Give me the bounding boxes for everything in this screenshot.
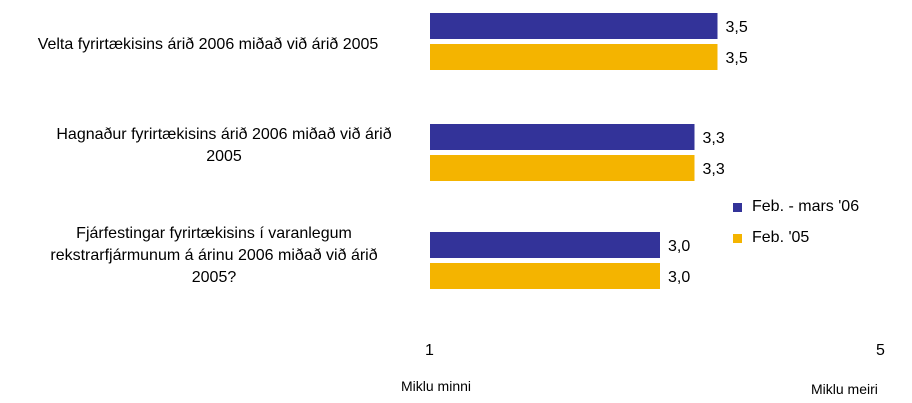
axis-max-caption: Miklu meiri	[811, 381, 878, 397]
data-label-0-series-1: 3,5	[726, 50, 748, 67]
data-label-2-series-1: 3,0	[668, 269, 690, 286]
legend-label-1: Feb. '05	[752, 229, 810, 246]
category-label-1: Hagnaður fyrirtækisins árið 2006 miðað v…	[56, 126, 392, 165]
category-label-0: Velta fyrirtækisins árið 2006 miðað við …	[37, 36, 379, 53]
bar-0-series-0	[430, 13, 718, 39]
bar-2-series-0	[430, 232, 660, 258]
x-tick-label-1: 5	[876, 342, 885, 359]
data-label-1-series-1: 3,3	[703, 161, 725, 178]
data-label-2-series-0: 3,0	[668, 238, 690, 255]
bar-1-series-0	[430, 124, 695, 150]
category-label-2: Fjárfestingar fyrirtækisins í varanlegum…	[50, 225, 378, 286]
legend-label-0: Feb. - mars '06	[752, 198, 860, 215]
legend-swatch-0	[733, 202, 742, 212]
data-label-0-series-0: 3,5	[726, 19, 748, 36]
legend: Feb. - mars '06 Feb. '05	[733, 196, 859, 258]
x-tick-label-0: 1	[425, 342, 434, 359]
axis-min-caption: Miklu minni	[401, 378, 472, 394]
bar-2-series-1	[430, 263, 660, 289]
legend-item-1: Feb. '05	[733, 227, 859, 249]
bar-0-series-1	[430, 44, 718, 70]
legend-item-0: Feb. - mars '06	[733, 196, 859, 218]
data-label-1-series-0: 3,3	[703, 130, 725, 147]
bar-1-series-1	[430, 155, 695, 181]
legend-swatch-1	[733, 233, 742, 243]
